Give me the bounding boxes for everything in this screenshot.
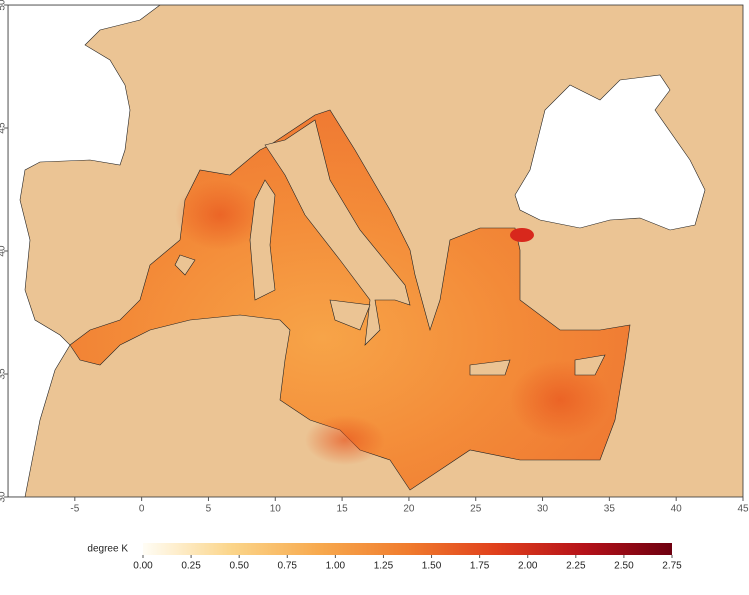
colorbar-tick-label: 1.50: [422, 561, 442, 572]
atlantic: [8, 5, 161, 497]
colorbar-tick-label: 1.00: [326, 561, 346, 572]
italy: [264, 119, 411, 346]
colorbar-tick-label: 2.25: [566, 561, 586, 572]
black-sea: [514, 74, 706, 231]
x-tick-label: 30: [537, 504, 549, 515]
x-tick-label: 35: [604, 504, 616, 515]
x-tick-label: 0: [139, 504, 145, 515]
colorbar-label: degree K: [87, 544, 128, 555]
colorbar: [143, 543, 672, 555]
colorbar-tick-label: 2.50: [614, 561, 634, 572]
colorbar-tick-label: 2.00: [518, 561, 538, 572]
balearics: [174, 254, 196, 276]
sea-shade: [175, 180, 265, 250]
colorbar-tick-label: 2.75: [662, 561, 682, 572]
colorbar-tick-label: 0.75: [278, 561, 298, 572]
sicily: [329, 299, 371, 331]
colorbar-tick-label: 1.75: [470, 561, 490, 572]
y-tick-label: 30: [0, 491, 8, 503]
x-tick-label: 25: [470, 504, 482, 515]
colorbar-tick-label: 0.00: [133, 561, 153, 572]
sea-shade: [305, 415, 385, 465]
marmara: [510, 228, 534, 242]
y-tick-label: 40: [0, 245, 8, 257]
x-tick-label: 5: [206, 504, 212, 515]
y-tick-label: 45: [0, 122, 8, 134]
x-tick-label: -5: [70, 504, 79, 515]
cyprus: [574, 354, 606, 376]
colorbar-tick-label: 0.25: [181, 561, 201, 572]
y-tick-label: 35: [0, 368, 8, 380]
colorbar-tick-label: 0.50: [229, 561, 249, 572]
x-tick-label: 15: [337, 504, 349, 515]
x-tick-label: 10: [270, 504, 282, 515]
colorbar-tick-label: 1.25: [374, 561, 394, 572]
corsica-sardinia: [249, 179, 276, 301]
map-area: [8, 5, 743, 497]
y-tick-label: 50: [0, 0, 8, 11]
x-tick-label: 40: [671, 504, 683, 515]
crete: [469, 359, 511, 376]
x-tick-label: 45: [737, 504, 749, 515]
sea-shade: [510, 360, 610, 440]
x-tick-label: 20: [403, 504, 415, 515]
